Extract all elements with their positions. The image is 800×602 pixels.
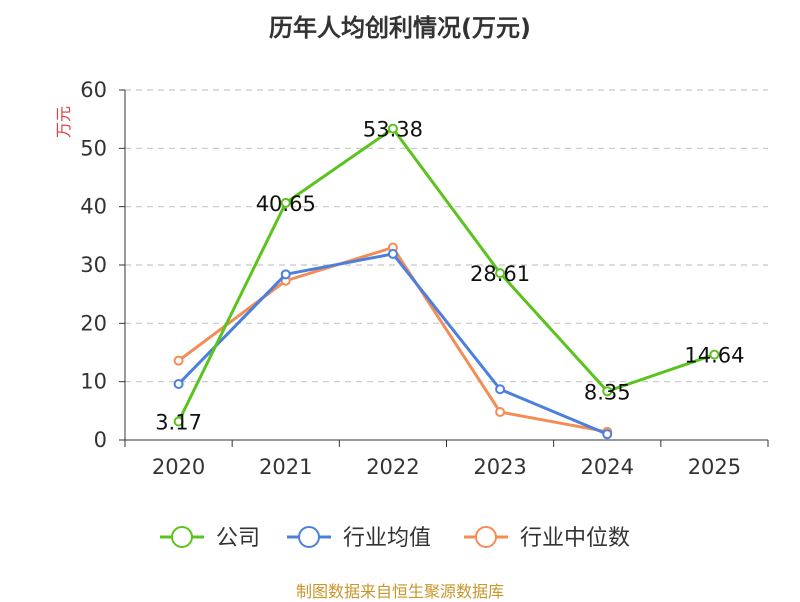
x-tick-label: 2023 [473,455,526,479]
data-label: 8.35 [584,380,631,404]
grid-lines [125,89,768,383]
data-label: 40.65 [256,192,316,216]
y-tick-label: 60 [80,78,107,102]
data-point [387,123,398,134]
y-tick-label: 30 [80,253,107,277]
data-point [387,248,398,259]
series-line [177,246,608,434]
x-tick-label: 2022 [366,455,419,479]
y-tick-label: 20 [80,311,107,335]
legend-marker [298,526,320,548]
data-point [709,349,720,360]
legend-label: 行业中位数 [520,526,630,551]
data-point [495,407,506,417]
y-tick-label: 0 [94,428,107,452]
data-point [280,197,291,208]
legend-label: 行业均值 [343,526,431,551]
x-tick-label: 2024 [581,455,634,479]
data-point [173,379,184,389]
series-line [177,252,608,436]
y-tick-label: 40 [80,195,107,219]
data-point [173,355,184,366]
x-tick-label: 2021 [259,455,312,479]
data-point [280,269,291,280]
legend-label: 公司 [216,526,260,551]
x-tick-label: 2020 [152,455,205,479]
data-point [602,429,613,440]
y-tick-label: 10 [80,370,107,394]
data-point [495,384,506,395]
data-point [602,386,613,397]
legend: 公司 行业均值 行业中位数 [160,526,630,551]
legend-marker [475,526,497,548]
chart-title: 历年人均创利情况(万元) [269,14,531,42]
data-labels: 3.17 40.65 53.38 28.61 8.35 14.64 [155,118,744,435]
y-axis-label: 万元 [54,106,73,138]
y-tick-label: 50 [80,136,107,160]
data-label: 14.64 [684,344,744,368]
x-tick-label: 2025 [688,455,741,479]
series-line [177,127,715,423]
axes: 0 10 20 30 40 50 60 2020 2021 2022 2023 2024 2025 万元 [54,78,769,479]
data-point [173,416,184,427]
data-label: 3.17 [155,411,202,435]
source-footer: 制图数据来自恒生聚源数据库 [295,582,504,601]
data-label: 53.38 [363,118,423,142]
series-lines [173,123,720,440]
legend-marker [171,526,193,548]
data-point [495,268,506,279]
data-label: 28.61 [470,262,530,286]
